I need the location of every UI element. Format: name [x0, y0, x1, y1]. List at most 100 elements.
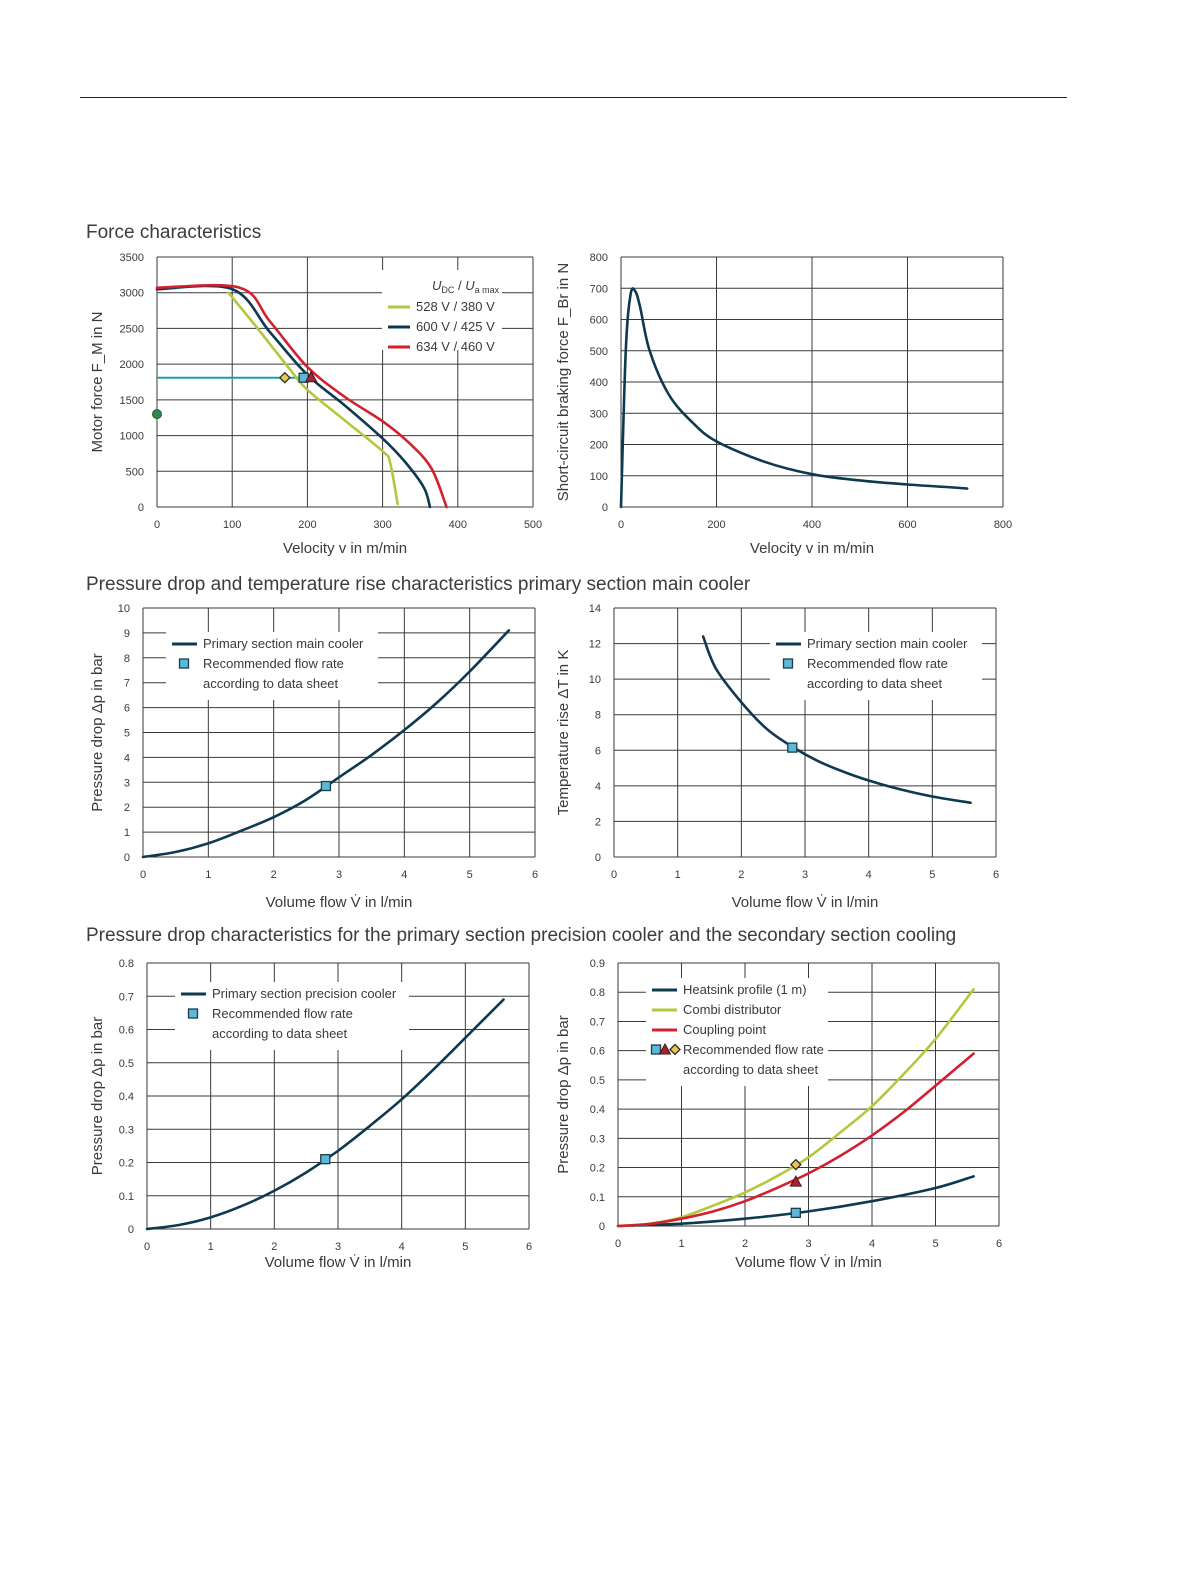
- x-tick-label: 1: [675, 869, 681, 881]
- y-tick-label: 2: [124, 802, 130, 814]
- y-tick-label: 1000: [120, 431, 144, 443]
- y-tick-label: 0: [124, 852, 130, 864]
- x-tick-label: 4: [401, 869, 407, 881]
- y-tick-label: 6: [124, 703, 130, 715]
- legend-entry: Primary section main cooler: [807, 636, 968, 651]
- y-axis-label: Pressure drop Δp in bar: [89, 653, 106, 811]
- x-tick-label: 300: [373, 519, 391, 531]
- y-tick-label: 0.8: [119, 958, 134, 970]
- y-tick-label: 4: [595, 781, 601, 793]
- precision-section-title: Pressure drop characteristics for the pr…: [86, 925, 957, 946]
- y-tick-label: 800: [590, 252, 608, 264]
- legend-marker-square: [782, 658, 794, 669]
- legend-entry: Recommended flow rate: [203, 656, 344, 671]
- y-tick-label: 0.9: [590, 958, 605, 970]
- legend-entry: Recommended flow rate: [807, 656, 948, 671]
- y-tick-label: 8: [124, 653, 130, 665]
- x-tick-label: 5: [932, 1238, 938, 1250]
- y-tick-label: 4: [124, 752, 130, 764]
- x-axis-label: Volume flow V̇ in l/min: [266, 894, 413, 911]
- x-tick-label: 500: [524, 519, 542, 531]
- series-line-curve: [619, 287, 969, 509]
- y-tick-label: 700: [590, 283, 608, 295]
- x-tick-label: 0: [611, 869, 617, 881]
- series-line-528-v-380-v: [227, 291, 399, 506]
- x-tick-label: 3: [336, 869, 342, 881]
- y-tick-label: 3500: [120, 252, 144, 264]
- y-tick-label: 0.3: [119, 1124, 134, 1136]
- legend-marker-square: [178, 658, 190, 669]
- x-tick-label: 100: [223, 519, 241, 531]
- y-tick-label: 0: [595, 852, 601, 864]
- y-tick-label: 0: [599, 1221, 605, 1233]
- marker-triangle: [304, 370, 318, 383]
- marker-triangle: [789, 1175, 803, 1187]
- x-axis-label: Volume flow V̇ in l/min: [265, 1254, 412, 1271]
- y-tick-label: 0.5: [590, 1075, 605, 1087]
- legend-marker-square: [650, 1044, 662, 1055]
- y-tick-label: 5: [124, 728, 130, 740]
- y-tick-label: 400: [590, 377, 608, 389]
- y-tick-label: 0.7: [119, 991, 134, 1003]
- x-axis-label: Velocity v in m/min: [750, 540, 874, 557]
- marker-diamond: [278, 371, 291, 384]
- x-tick-label: 3: [802, 869, 808, 881]
- y-tick-label: 200: [590, 440, 608, 452]
- series-line-600-v-425-v: [155, 284, 432, 509]
- chart-precision_cooler: 0 1 2 3 4 5 6 0 0.1 0.2 0.3 0.4 0.5 0.6 0.7 0.8 Volume f…: [89, 958, 532, 1271]
- marker-square: [320, 780, 332, 792]
- x-tick-label: 0: [154, 519, 160, 531]
- x-axis-label: Volume flow V̇ in l/min: [732, 894, 879, 911]
- y-tick-label: 0.6: [119, 1025, 134, 1037]
- x-tick-label: 5: [929, 869, 935, 881]
- y-tick-label: 0.2: [590, 1163, 605, 1175]
- y-tick-label: 0: [128, 1224, 134, 1236]
- legend-box: [166, 632, 378, 700]
- legend-entry: 528 V / 380 V: [416, 299, 495, 314]
- y-tick-label: 0.1: [119, 1191, 134, 1203]
- y-tick-label: 1: [124, 827, 130, 839]
- y-tick-label: 0.7: [590, 1016, 605, 1028]
- legend-entry: Heatsink profile (1 m): [683, 982, 807, 997]
- x-tick-label: 400: [449, 519, 467, 531]
- legend-entry: according to data sheet: [203, 676, 339, 691]
- legend-marker-triangle: [658, 1042, 672, 1055]
- x-axis-label: Volume flow V̇ in l/min: [735, 1254, 882, 1271]
- x-tick-label: 5: [462, 1241, 468, 1253]
- y-axis-label: Motor force F_M in N: [89, 312, 106, 453]
- x-tick-label: 2: [738, 869, 744, 881]
- y-tick-label: 0.3: [590, 1133, 605, 1145]
- legend-marker-square: [187, 1008, 199, 1019]
- y-tick-label: 0.1: [590, 1192, 605, 1204]
- legend-entry: Primary section precision cooler: [212, 986, 397, 1001]
- x-tick-label: 400: [803, 519, 821, 531]
- series-line-primary-section-main-cooler: [701, 635, 972, 805]
- y-axis-label: Pressure drop Δp in bar: [89, 1017, 106, 1175]
- legend-title: UDC / Ua max: [432, 278, 500, 295]
- x-tick-label: 1: [678, 1238, 684, 1250]
- x-tick-label: 600: [898, 519, 916, 531]
- y-tick-label: 0.6: [590, 1046, 605, 1058]
- legend-box: [646, 978, 828, 1086]
- x-tick-label: 3: [335, 1241, 341, 1253]
- x-axis-label: Velocity v in m/min: [283, 540, 407, 557]
- y-axis-label: Temperature rise ΔT in K: [555, 650, 572, 816]
- x-tick-label: 6: [526, 1241, 532, 1253]
- y-tick-label: 0: [602, 502, 608, 514]
- y-tick-label: 0.4: [590, 1104, 605, 1116]
- marker-diamond: [789, 1158, 802, 1171]
- y-tick-label: 0.5: [119, 1058, 134, 1070]
- legend-box: [175, 982, 409, 1050]
- y-tick-label: 0.2: [119, 1158, 134, 1170]
- y-tick-label: 600: [590, 315, 608, 327]
- legend-entry: 634 V / 460 V: [416, 339, 495, 354]
- x-tick-label: 2: [271, 1241, 277, 1253]
- x-tick-label: 4: [399, 1241, 405, 1253]
- x-tick-label: 5: [467, 869, 473, 881]
- y-tick-label: 12: [589, 639, 601, 651]
- series-line-634-v-460-v: [155, 283, 448, 509]
- x-tick-label: 0: [618, 519, 624, 531]
- y-tick-label: 10: [589, 674, 601, 686]
- series-line-heatsink-profile-1-m-: [616, 1175, 975, 1228]
